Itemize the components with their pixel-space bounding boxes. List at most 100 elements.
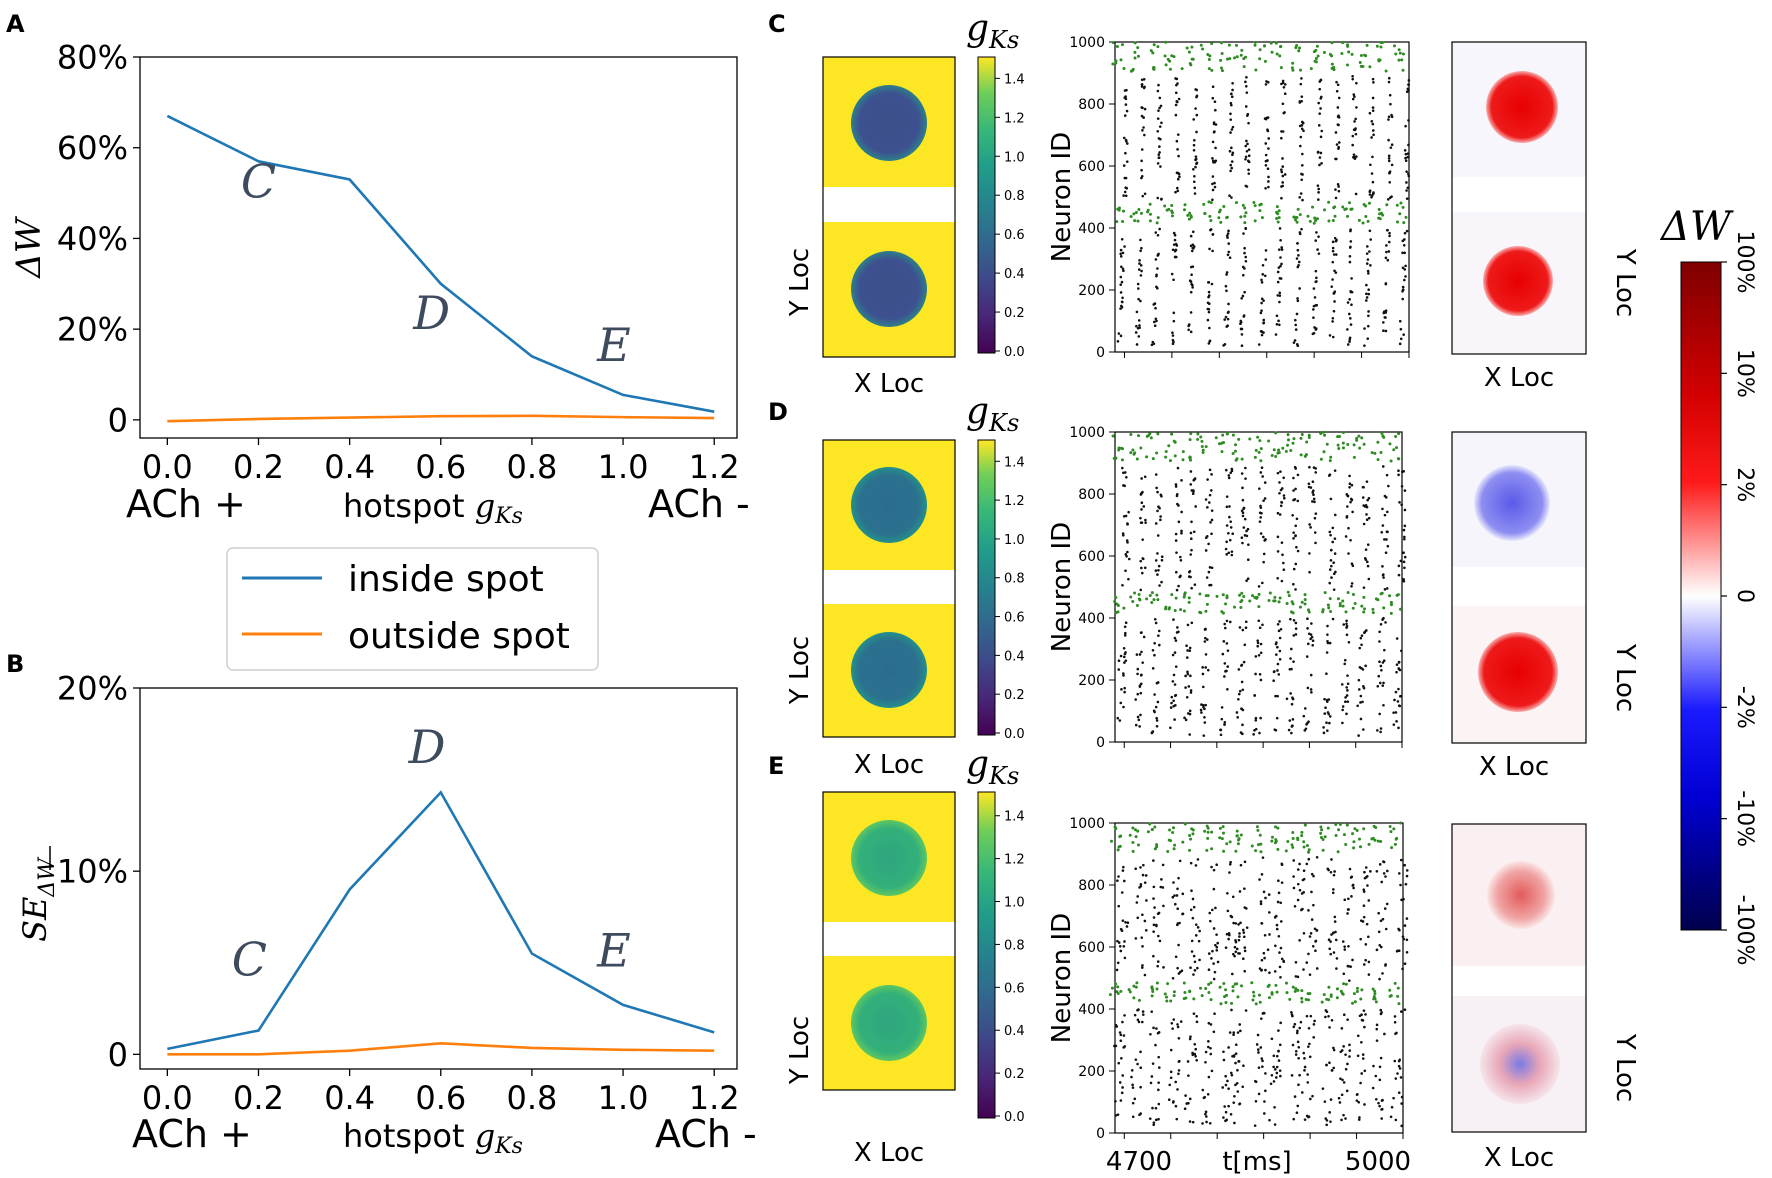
raster-d-spike (1380, 530, 1384, 534)
raster-d-spike (1240, 680, 1244, 684)
raster-c-spike (1301, 164, 1304, 167)
raster-d-spike (1393, 698, 1396, 702)
gks-title-c: gKs (966, 8, 1019, 54)
raster-e-hotspot-spike (1204, 987, 1208, 991)
raster-d-hotspot-spike (1111, 434, 1115, 438)
raster-d-hotspot-spike (1168, 606, 1172, 610)
raster-d-spike (1203, 715, 1206, 719)
raster-e-spike (1213, 1012, 1216, 1016)
raster-d-spike (1384, 621, 1387, 624)
raster-e-spike (1229, 1071, 1233, 1075)
raster-c-hotspot-spike (1346, 44, 1350, 48)
raster-d-hotspot-spike (1220, 450, 1224, 454)
raster-c-spike (1244, 80, 1247, 84)
raster-d-hotspot-spike (1145, 455, 1149, 459)
raster-c-spike (1139, 299, 1142, 303)
raster-c-hotspot-spike (1252, 201, 1256, 205)
raster-e-spike (1325, 1123, 1328, 1127)
raster-e-spike (1351, 958, 1354, 962)
raster-e-hotspot-spike (1209, 981, 1213, 985)
raster-c-hotspot-spike (1235, 43, 1239, 47)
raster-d-spike (1136, 667, 1140, 671)
raster-d-spike (1340, 683, 1344, 686)
raster-d-spike (1381, 565, 1384, 568)
raster-d-hotspot-spike (1395, 593, 1399, 597)
raster-c-hotspot-spike (1347, 50, 1351, 54)
raster-d-spike (1158, 584, 1161, 587)
raster-e-spike (1400, 898, 1403, 902)
raster-e-hotspot-spike (1200, 994, 1204, 998)
raster-e-hotspot-spike (1342, 982, 1346, 986)
raster-c-hotspot-spike (1311, 205, 1315, 209)
raster-d-spike (1174, 539, 1178, 542)
gks-map-d-frame (822, 439, 956, 738)
raster-e-hotspot-spike (1136, 829, 1140, 833)
raster-d-spike (1177, 584, 1180, 588)
raster-e-spike (1123, 940, 1126, 943)
raster-d-spike (1177, 630, 1180, 634)
raster-c-spike (1177, 97, 1181, 101)
raster-c-spike (1175, 139, 1179, 143)
raster-e-spike (1141, 1013, 1145, 1016)
raster-d-spike (1333, 513, 1337, 517)
chart-b-frame (139, 687, 738, 1070)
raster-d-hotspot-spike (1113, 600, 1117, 604)
raster-d-hotspot-spike (1362, 610, 1366, 614)
raster-e-spike (1122, 1034, 1126, 1037)
raster-d-spike (1140, 566, 1143, 570)
raster-c-spike (1334, 131, 1338, 134)
raster-d-hotspot-spike (1188, 438, 1192, 442)
raster-d-spike (1174, 665, 1178, 668)
raster-d-spike (1171, 680, 1175, 683)
raster-d-ytick-label: 800 (1078, 487, 1105, 503)
raster-d-spike (1345, 633, 1349, 637)
raster-e-spike (1272, 1065, 1275, 1069)
raster-d-hotspot-spike (1389, 603, 1393, 607)
raster-c-spike (1153, 324, 1157, 328)
raster-c-spike (1123, 114, 1127, 117)
raster-d-spike (1376, 685, 1380, 688)
raster-e-spike (1308, 1042, 1311, 1046)
raster-e-spike (1261, 856, 1265, 859)
raster-d-spike (1282, 561, 1285, 565)
raster-e-spike (1157, 1088, 1160, 1092)
raster-e-hotspot-spike (1274, 983, 1278, 987)
raster-e-spike (1315, 855, 1319, 859)
raster-e-spike (1375, 1039, 1379, 1042)
raster-d-spike (1258, 672, 1262, 676)
raster-d-spike (1223, 622, 1226, 626)
raster-c-hotspot-spike (1279, 66, 1283, 70)
dw-colorbar-label: ΔW (1659, 204, 1734, 250)
raster-d-hotspot-spike (1135, 457, 1139, 461)
raster-e-spike (1348, 867, 1352, 871)
raster-e-spike (1301, 907, 1304, 911)
raster-d-spike (1189, 553, 1193, 556)
raster-e-spike (1397, 927, 1400, 931)
raster-c-spike (1140, 168, 1143, 172)
raster-c-spike (1331, 260, 1335, 264)
raster-e-spike (1232, 1054, 1236, 1057)
raster-d-spike (1206, 478, 1209, 481)
raster-d-spike (1180, 529, 1183, 533)
raster-d-spike (1287, 728, 1291, 732)
raster-c-spike (1189, 244, 1193, 248)
raster-c-hotspot-spike (1219, 58, 1223, 62)
raster-c-spike (1407, 172, 1410, 176)
raster-d-spike (1386, 544, 1390, 548)
raster-e-spike (1119, 1099, 1123, 1102)
raster-c-spike (1301, 152, 1304, 156)
raster-e-spike (1381, 972, 1384, 975)
raster-d-spike (1210, 509, 1214, 512)
gks-ylabel-c: Y Loc (785, 248, 815, 317)
raster-e-ytick-label: 800 (1078, 878, 1105, 894)
gks-colorbar-d (977, 439, 996, 736)
raster-d-hotspot-spike (1286, 590, 1290, 594)
raster-c-spike (1227, 302, 1230, 306)
raster-d-spike (1379, 622, 1383, 626)
raster-e-spike (1301, 1091, 1304, 1094)
raster-d-spike (1187, 685, 1191, 688)
raster-c-spike (1231, 81, 1234, 85)
raster-e-spike (1152, 859, 1155, 862)
raster-c-spike (1265, 80, 1268, 83)
raster-d-spike (1348, 482, 1352, 485)
